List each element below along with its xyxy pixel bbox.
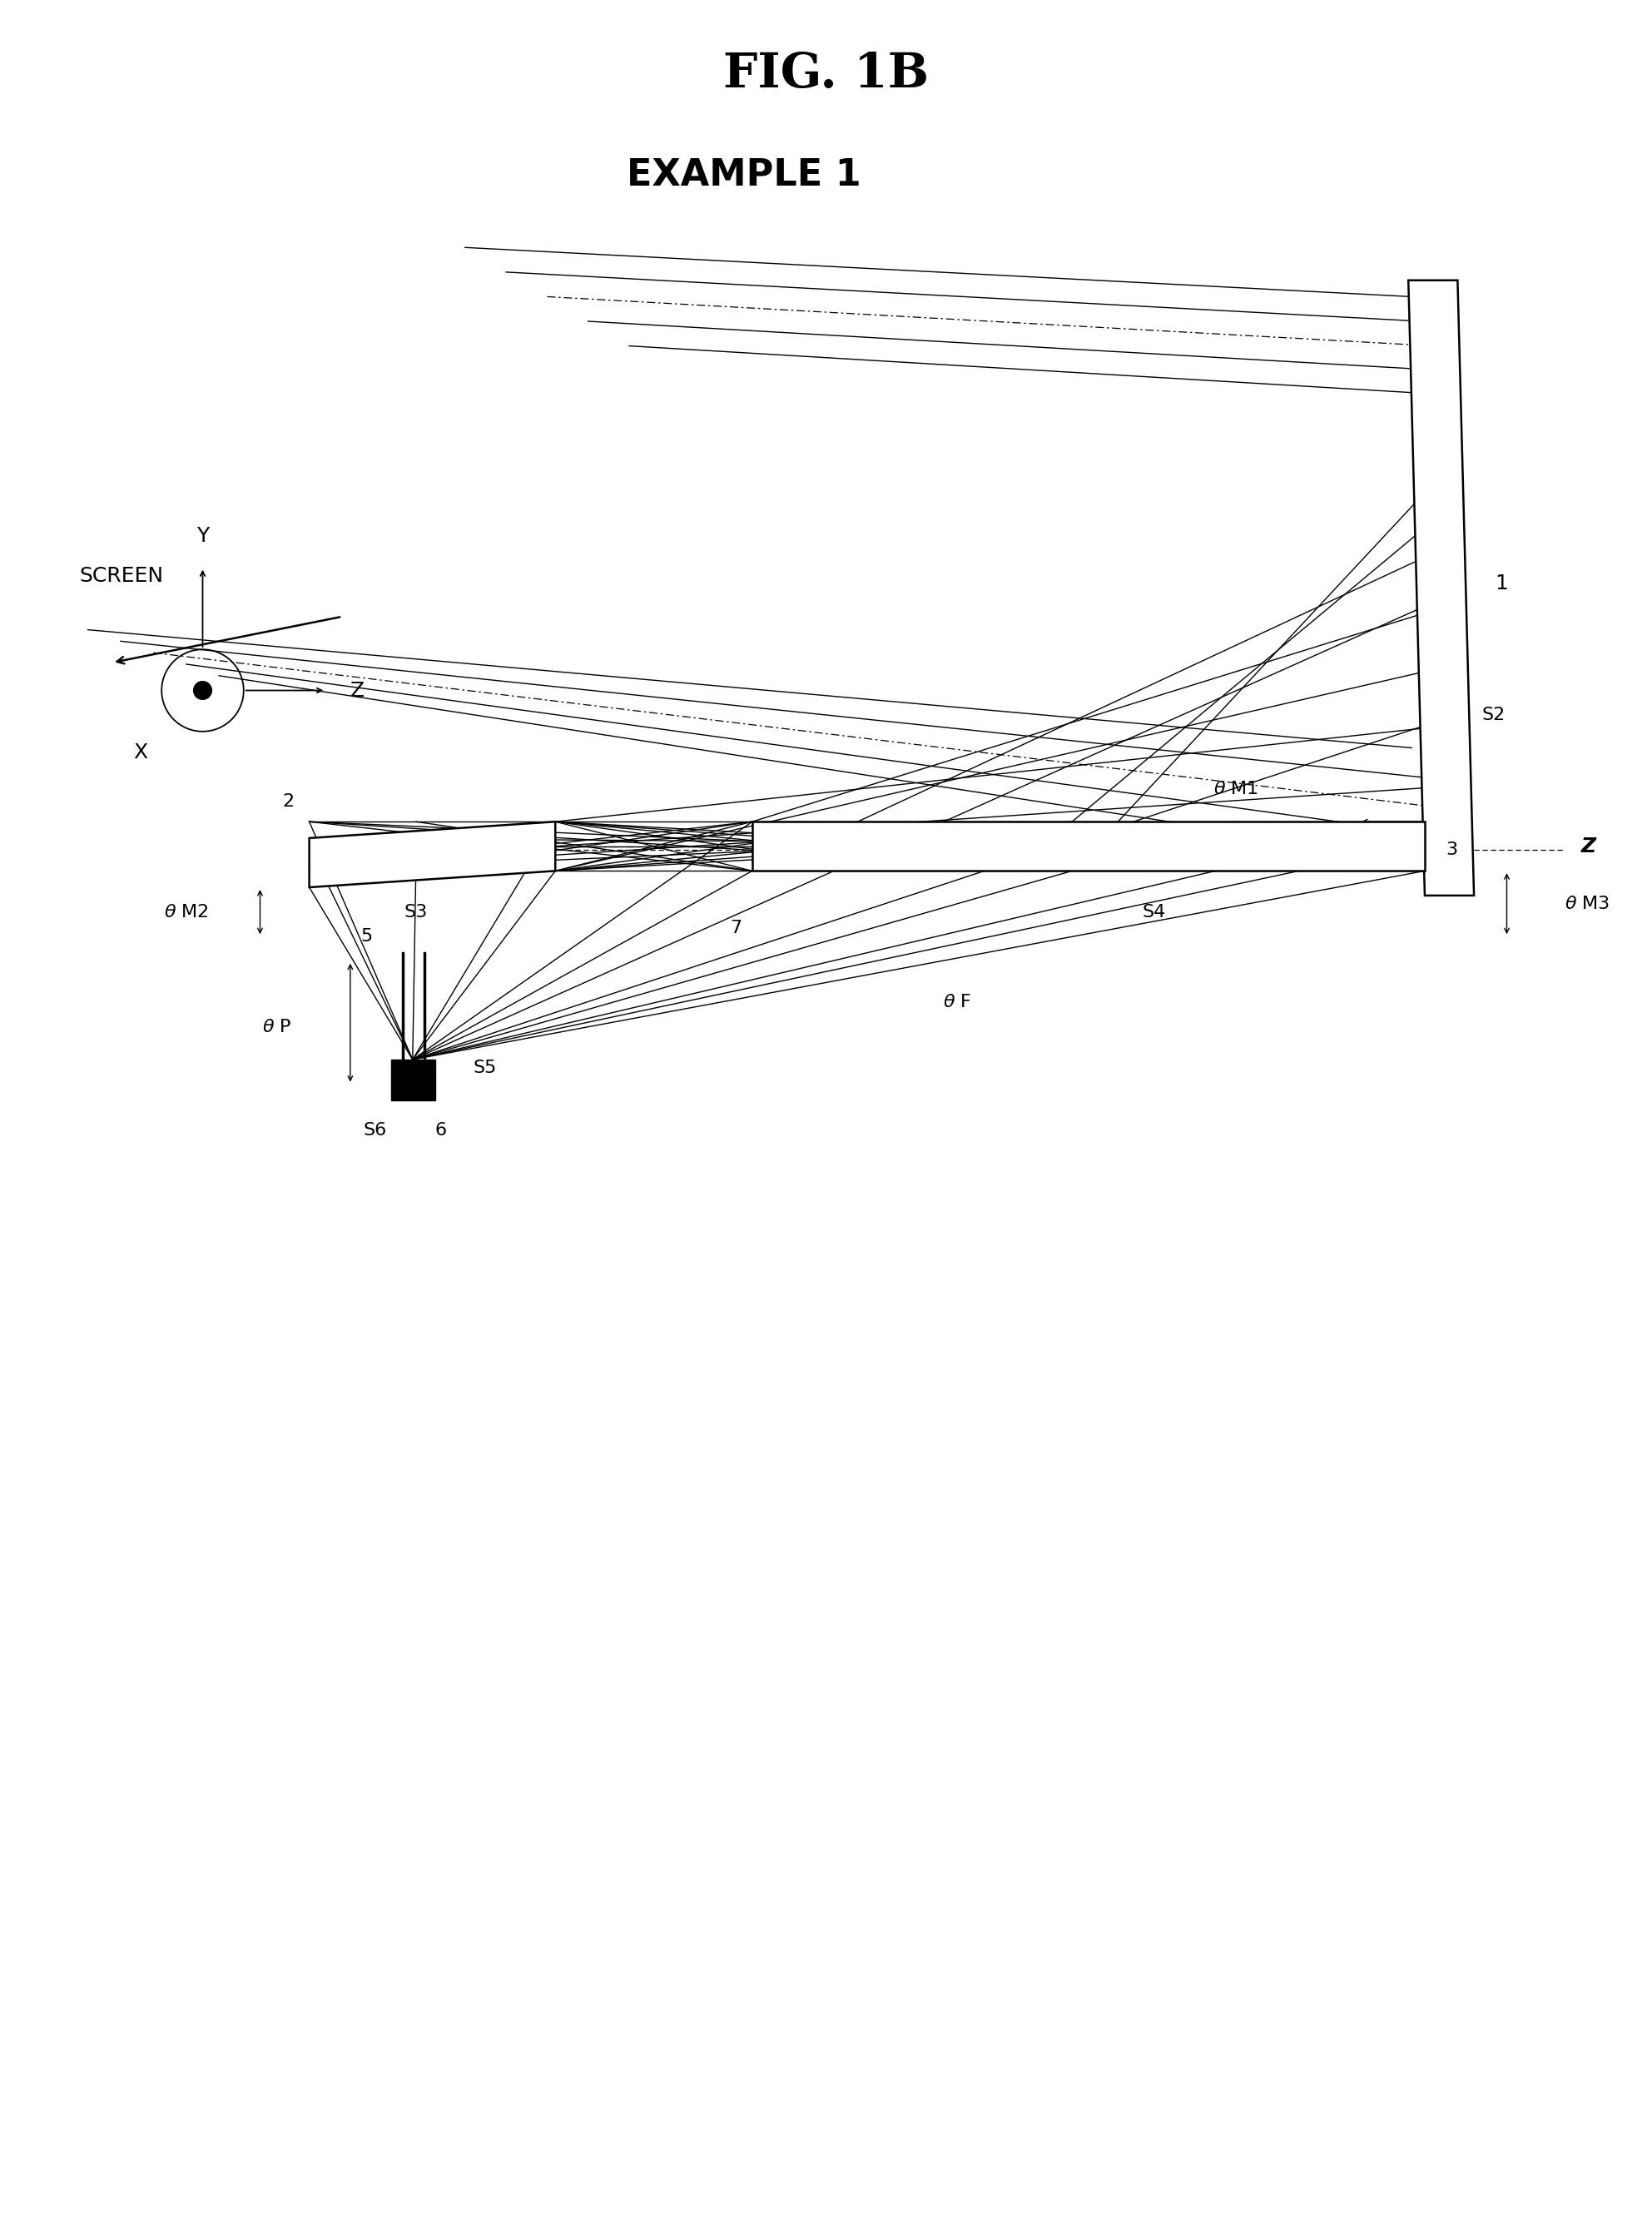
Text: 2: 2	[282, 793, 294, 811]
Text: Y: Y	[197, 525, 210, 545]
Text: 6: 6	[434, 1121, 446, 1139]
Polygon shape	[752, 822, 1424, 871]
Text: $\theta$ P: $\theta$ P	[261, 1019, 291, 1034]
Text: S4: S4	[1142, 903, 1166, 920]
Text: S3: S3	[405, 903, 428, 920]
Text: Z: Z	[1581, 836, 1596, 856]
Text: 1: 1	[1495, 574, 1508, 594]
Text: $\theta$ F: $\theta$ F	[943, 994, 971, 1010]
Text: 5: 5	[360, 927, 373, 945]
Text: 3: 3	[1446, 842, 1457, 858]
Text: X: X	[134, 742, 147, 762]
Text: EXAMPLE 1: EXAMPLE 1	[626, 156, 861, 192]
Text: $\theta$ M3: $\theta$ M3	[1564, 896, 1609, 911]
Text: SCREEN: SCREEN	[79, 565, 164, 585]
Bar	[392, 1059, 436, 1101]
Polygon shape	[1409, 279, 1474, 896]
Text: Z: Z	[350, 681, 365, 701]
Text: $\theta$ M1: $\theta$ M1	[1214, 780, 1259, 798]
Polygon shape	[309, 822, 555, 887]
Text: 7: 7	[730, 920, 742, 936]
Text: S2: S2	[1482, 706, 1505, 724]
Text: FIG. 1B: FIG. 1B	[724, 51, 928, 98]
Text: S5: S5	[474, 1059, 497, 1077]
Text: $\theta$ M2: $\theta$ M2	[164, 903, 208, 920]
Text: S6: S6	[363, 1121, 387, 1139]
Circle shape	[193, 681, 211, 699]
